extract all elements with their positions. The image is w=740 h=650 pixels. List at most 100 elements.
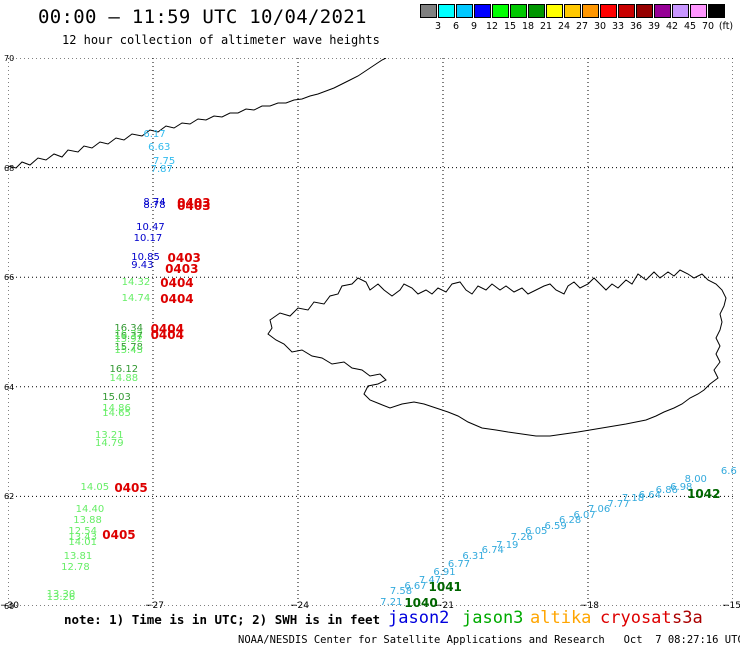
color-scale-label: 21	[539, 21, 553, 32]
color-scale-swatch	[510, 4, 527, 18]
color-scale-swatch	[492, 4, 509, 18]
pass-time-label: 1041	[428, 579, 462, 594]
wave-height-label: 6.77	[447, 558, 471, 570]
wave-height-label: 13.30	[46, 589, 76, 601]
wave-height-label: 16.12	[109, 364, 139, 376]
wave-height-label: 6.59	[544, 520, 567, 532]
wave-height-label: 12.54	[68, 526, 98, 538]
longitude-label: −15	[722, 601, 740, 611]
wave-height-label: 7.77	[607, 498, 630, 510]
wave-height-label: 13.88	[73, 515, 102, 527]
color-scale-swatch	[546, 4, 563, 18]
pass-time-label: 0404	[160, 275, 194, 290]
pass-time-label: 0404	[150, 322, 184, 337]
color-scale-swatch	[618, 4, 635, 18]
wave-height-label: 13.26	[46, 591, 76, 603]
color-scale-swatch	[708, 4, 725, 18]
color-scale-swatch	[474, 4, 491, 18]
color-scale-swatch	[456, 4, 473, 18]
color-scale-label: 30	[593, 21, 607, 32]
wave-height-label: 8.74	[143, 197, 166, 209]
pass-time-label: 1040	[404, 596, 438, 611]
color-scale-label: 33	[611, 21, 625, 32]
satellite-jason2: jason2	[388, 608, 450, 628]
satellite-cryosat: cryosat	[600, 608, 672, 628]
color-scale-swatch	[564, 4, 581, 18]
wave-height-label: 7.18	[621, 493, 645, 505]
chart-subtitle: 12 hour collection of altimeter wave hei…	[62, 33, 380, 47]
satellite-altika: altika	[530, 608, 592, 628]
latitude-label: 68	[4, 163, 15, 173]
wave-height-label: 7.75	[153, 156, 176, 168]
wave-height-label: 10.47	[136, 221, 165, 233]
wave-height-label: 8.00	[684, 473, 707, 485]
color-scale-swatch	[636, 4, 653, 18]
wave-height-label: 13.43	[68, 531, 98, 543]
latitude-label: 66	[4, 273, 15, 283]
color-scale-label: 12	[485, 21, 499, 32]
satellite-jason3: jason3	[462, 608, 524, 628]
color-scale-swatch	[654, 4, 671, 18]
pass-time-label: 0403	[177, 198, 211, 213]
color-scale-label: 45	[683, 21, 697, 32]
wave-height-label: 6.98	[670, 482, 693, 494]
wave-height-label: 6.05	[525, 526, 548, 538]
credit-line: NOAA/NESDIS Center for Satellite Applica…	[238, 634, 740, 646]
wave-height-label: 7.87	[150, 164, 173, 176]
color-scale-swatch	[672, 4, 689, 18]
longitude-label: −27	[145, 601, 164, 611]
longitude-label: −21	[435, 601, 454, 611]
footer-note: note: 1) Time is in UTC; 2) SWH is in fe…	[64, 612, 381, 627]
map-plot-area	[8, 58, 733, 606]
color-scale-label: 42	[665, 21, 679, 32]
color-scale-label: 15	[503, 21, 517, 32]
latitude-label: 62	[4, 492, 15, 502]
color-scale-label: 18	[521, 21, 535, 32]
wave-height-label: 15.78	[114, 342, 143, 354]
wave-height-label: 7.19	[496, 539, 519, 551]
wave-height-label: 6.07	[573, 509, 596, 521]
pass-time-label: 0405	[102, 527, 136, 542]
chart-title: 00:00 – 11:59 UTC 10/04/2021	[38, 6, 367, 28]
wave-height-label: 16.32	[114, 328, 143, 340]
color-scale-label: 24	[557, 21, 571, 32]
iceland-coastline	[267, 269, 727, 437]
wave-height-label: 6.74	[481, 545, 504, 557]
wave-height-label: 14.05	[80, 482, 110, 494]
color-scale-swatch	[420, 4, 437, 18]
color-scale-swatch	[690, 4, 707, 18]
satellite-s3a: s3a	[672, 608, 703, 628]
wave-height-label: 8.78	[143, 199, 166, 211]
color-scale-unit: (ft)	[718, 21, 734, 32]
wave-height-label: 14.74	[121, 293, 151, 305]
color-scale-swatch	[582, 4, 599, 18]
wave-height-label: 7.47	[418, 575, 442, 587]
color-scale-label: 39	[647, 21, 661, 32]
wave-height-label: 6.86	[655, 484, 678, 496]
color-scale-swatch	[438, 4, 455, 18]
wave-height-label: 16.34	[114, 323, 143, 335]
wave-height-label: 6.17	[143, 128, 166, 140]
pass-time-label: 0403	[165, 261, 199, 276]
wave-height-label: 6.63	[148, 142, 171, 154]
wave-height-label: 13.21	[95, 430, 124, 442]
pass-time-label: 0403	[177, 196, 211, 211]
wave-height-label: 14.86	[102, 402, 131, 414]
wave-height-label: 7.26	[510, 531, 533, 543]
wave-height-label: 14.88	[109, 372, 139, 384]
wave-height-label: 7.21	[380, 597, 403, 609]
color-scale-label: 3	[434, 21, 442, 32]
wave-height-label: 15.03	[102, 391, 131, 403]
pass-time-label: 0403	[167, 251, 201, 266]
wave-height-label: 9.43	[131, 260, 154, 272]
wave-height-label: 12.78	[61, 561, 90, 573]
wave-height-label: 10.85	[131, 252, 160, 264]
wave-height-label: 6.28	[559, 515, 582, 527]
color-scale-swatch	[600, 4, 617, 18]
wave-height-label: 6.6	[720, 465, 737, 477]
wave-height-label: 14.32	[121, 276, 151, 288]
latitude-label: 70	[4, 54, 15, 63]
color-scale-swatch	[528, 4, 545, 18]
wave-height-label: 7.58	[389, 586, 413, 598]
wave-height-label: 6.31	[462, 550, 485, 562]
